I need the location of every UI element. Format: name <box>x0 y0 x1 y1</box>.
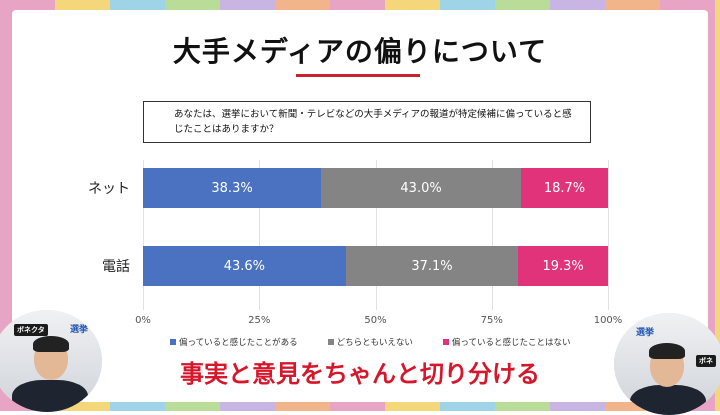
x-tick-label: 0% <box>135 315 151 326</box>
legend-swatch <box>327 339 334 345</box>
legend-item: 偏っていると感じたことがある <box>170 336 298 348</box>
gridline <box>259 160 261 310</box>
legend-item: 偏っていると感じたことはない <box>442 336 571 348</box>
chart-legend: 偏っていると感じたことがある どちらともいえない 偏っていると感じたことはない <box>170 336 610 348</box>
gridline <box>375 160 377 310</box>
right-person-hair <box>649 343 685 359</box>
left-person-hair <box>33 336 69 352</box>
gridline <box>491 160 493 310</box>
category-label: 電話 <box>102 259 130 275</box>
survey-question: あなたは、選挙において新聞・テレビなどの大手メディアの報道が特定候補に偏っている… <box>143 101 591 143</box>
legend-label: 偏っていると感じたことはない <box>451 338 571 348</box>
legend-label: どちらともいえない <box>336 338 413 348</box>
right-cam-logo: ボネ <box>696 355 716 367</box>
bar-segment: 18.7% <box>521 168 608 208</box>
bar-segment: 19.3% <box>518 246 608 286</box>
bar-row: 43.6% 37.1% 19.3% <box>143 246 608 286</box>
slide-title: 大手メディアの偏りについて <box>172 35 548 68</box>
gridline <box>608 160 609 310</box>
bar-segment: 37.1% <box>345 246 519 286</box>
category-label: ネット <box>88 181 130 197</box>
bar-row: 38.3% 43.0% 18.7% <box>143 168 608 208</box>
right-person-body <box>630 385 706 415</box>
left-cam-sign: 選挙 <box>70 325 89 335</box>
x-tick-label: 25% <box>248 315 271 326</box>
bar-segment: 43.6% <box>143 246 346 286</box>
legend-label: 偏っていると感じたことがある <box>179 338 298 348</box>
x-tick-label: 75% <box>480 315 503 326</box>
legend-item: どちらともいえない <box>327 336 413 348</box>
bar-segment: 38.3% <box>143 168 322 208</box>
legend-swatch <box>442 339 449 345</box>
right-presenter-camera: 選挙 ボネ <box>614 313 720 415</box>
bar-segment: 43.0% <box>321 168 522 208</box>
left-presenter-camera: ボネクタ 選挙 <box>0 310 102 412</box>
subtitle-caption: 事実と意見をちゃんと切り分ける <box>180 360 540 388</box>
x-tick-label: 100% <box>593 315 623 326</box>
left-person-body <box>12 380 88 412</box>
legend-swatch <box>170 339 176 345</box>
right-cam-sign: 選挙 <box>636 328 655 338</box>
title-underline <box>296 74 420 77</box>
gridline <box>143 160 144 310</box>
x-tick-label: 50% <box>364 315 387 326</box>
left-cam-logo: ボネクタ <box>14 324 48 336</box>
